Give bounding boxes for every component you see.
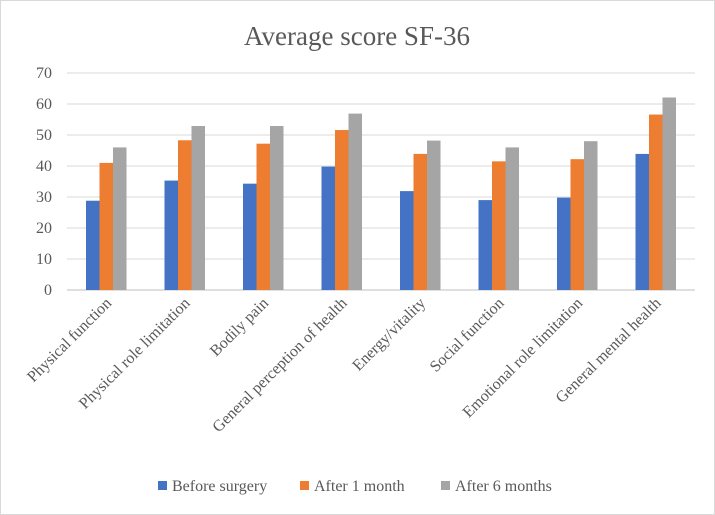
legend-label: After 6 months <box>455 478 552 495</box>
legend-swatch <box>158 481 167 490</box>
y-axis-ticks: 0 10 20 30 40 50 60 70 <box>36 65 52 299</box>
bar-after-1-month <box>178 140 192 290</box>
bar-before-surgery <box>400 191 414 290</box>
bar-after-1-month <box>492 161 506 290</box>
legend-label: After 1 month <box>314 478 405 495</box>
y-tick-label: 10 <box>36 251 52 268</box>
bar-after-6-months <box>584 141 598 290</box>
bar-before-surgery <box>164 180 178 290</box>
bar-after-1-month <box>649 114 663 290</box>
bar-after-1-month <box>413 153 427 290</box>
bar-after-1-month <box>256 143 270 290</box>
x-category-label: Physical function <box>24 295 115 386</box>
y-tick-label: 0 <box>44 282 52 299</box>
bar-after-6-months <box>662 97 676 291</box>
bar-after-1-month <box>570 159 584 290</box>
bar-before-surgery <box>478 200 492 290</box>
bar-before-surgery <box>635 153 649 290</box>
legend-label: Before surgery <box>172 478 267 495</box>
y-tick-label: 40 <box>36 158 52 175</box>
bar-after-1-month <box>335 130 349 290</box>
bar-before-surgery <box>557 197 571 290</box>
bar-after-6-months <box>348 113 362 290</box>
y-tick-label: 60 <box>36 96 52 113</box>
bar-before-surgery <box>243 183 257 290</box>
y-tick-label: 50 <box>36 127 52 144</box>
bar-after-6-months <box>505 147 519 290</box>
gridlines <box>67 72 695 291</box>
x-category-label: General perception of health <box>209 295 350 436</box>
legend-swatch <box>441 481 450 490</box>
legend: Before surgery After 1 month After 6 month… <box>158 478 552 495</box>
bar-after-6-months <box>427 140 441 290</box>
bar-before-surgery <box>321 166 335 290</box>
bars <box>86 97 676 291</box>
x-category-label: Bodily pain <box>207 295 272 360</box>
bar-after-6-months <box>270 126 284 290</box>
x-category-label: Social function <box>427 295 508 376</box>
chart-title: Average score SF-36 <box>244 21 470 51</box>
bar-after-6-months <box>191 126 205 290</box>
bar-after-6-months <box>113 147 127 290</box>
bar-before-surgery <box>86 200 100 290</box>
y-tick-label: 30 <box>36 189 52 206</box>
bar-after-1-month <box>99 162 113 290</box>
legend-swatch <box>300 481 309 490</box>
y-tick-label: 70 <box>36 65 52 82</box>
y-tick-label: 20 <box>36 220 52 237</box>
x-category-label: Energy/vitality <box>349 295 429 375</box>
